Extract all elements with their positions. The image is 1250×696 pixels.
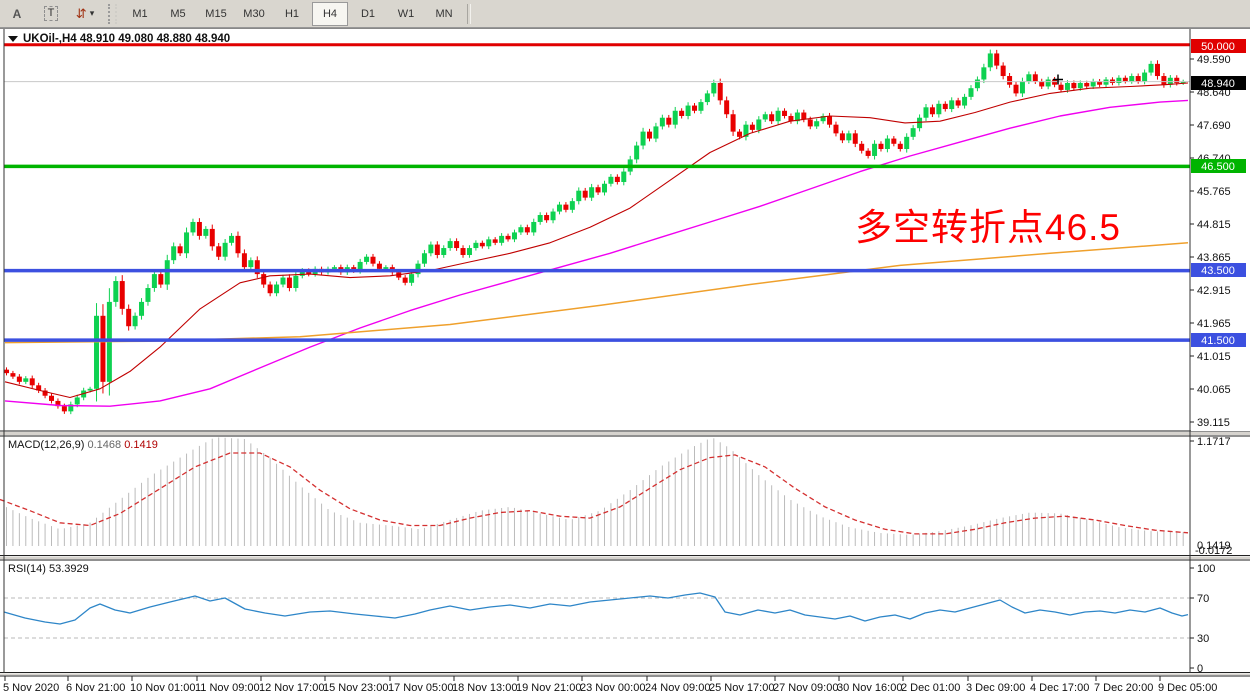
price-tick-label: 49.590 — [1197, 54, 1231, 66]
price-tick-label: 45.765 — [1197, 186, 1231, 198]
price-tick-label: 44.815 — [1197, 219, 1231, 231]
price-tick-label: 43.865 — [1197, 252, 1231, 264]
toolbar-grip-handle[interactable] — [108, 3, 117, 24]
rsi-axis-label: 0 — [1197, 663, 1203, 675]
price-badge-48.940 — [1191, 76, 1246, 90]
toolbar: A T ⇵ ▾ M1 M5 M15 M30 H1 H4 D1 W1 MN — [0, 0, 1250, 28]
time-tick-label: 7 Dec 20:00 — [1094, 682, 1153, 694]
macd-signal-line — [0, 452, 1189, 535]
time-tick-label: 5 Nov 2020 — [3, 682, 59, 694]
price-badge-46.500 — [1191, 159, 1246, 173]
timeframe-button-h4[interactable]: H4 — [312, 1, 348, 26]
time-tick-label: 19 Nov 21:00 — [516, 682, 581, 694]
macd-pane-surface[interactable] — [4, 436, 1190, 556]
time-tick-label: 23 Nov 00:00 — [580, 682, 645, 694]
price-tick-label: 47.690 — [1197, 120, 1231, 132]
rsi-axis-label: 100 — [1197, 563, 1215, 575]
price-badge-41.500 — [1191, 333, 1246, 347]
time-tick-label: 11 Nov 09:00 — [195, 682, 260, 694]
price-tick-label: 40.065 — [1197, 384, 1231, 396]
time-tick-label: 24 Nov 09:00 — [645, 682, 710, 694]
time-tick-label: 2 Dec 01:00 — [901, 682, 960, 694]
rsi-pane-surface[interactable] — [4, 560, 1190, 673]
annotation-text[interactable]: 多空转折点46.5 — [855, 207, 1121, 248]
symbol-ohlc-title: UKOil-,H4 48.910 49.080 48.880 48.940 — [23, 33, 230, 45]
price-tick-label: 41.015 — [1197, 351, 1231, 363]
indicators-dropdown-button[interactable]: ⇵ ▾ — [69, 2, 101, 26]
time-tick-label: 30 Nov 16:00 — [837, 682, 902, 694]
timeframe-button-h1[interactable]: H1 — [284, 7, 300, 20]
crosshair-marker — [1053, 74, 1063, 85]
time-tick-label: 15 Nov 23:00 — [323, 682, 388, 694]
timeframe-button-d1[interactable]: D1 — [360, 7, 376, 20]
ma-fast-line — [4, 82, 1189, 399]
time-tick-label: 3 Dec 09:00 — [966, 682, 1025, 694]
macd-axis-max: 1.1717 — [1197, 436, 1231, 448]
macd-axis-min: -0.0172 — [1195, 545, 1232, 557]
text-tool-icon: T — [43, 6, 59, 21]
time-tick-label: 10 Nov 01:00 — [130, 682, 195, 694]
price-tick-label: 42.915 — [1197, 285, 1231, 297]
rsi-axis-label: 30 — [1197, 633, 1209, 645]
toolbar-separator — [467, 3, 471, 24]
pane-divider[interactable] — [0, 432, 1250, 435]
time-tick-label: 4 Dec 17:00 — [1030, 682, 1089, 694]
time-tick-label: 18 Nov 13:00 — [452, 682, 517, 694]
price-badge-label: 41.500 — [1201, 335, 1235, 347]
time-tick-label: 9 Dec 05:00 — [1158, 682, 1217, 694]
timeframe-button-m30[interactable]: M30 — [243, 7, 265, 20]
price-axis-area[interactable] — [1191, 29, 1250, 431]
arrows-icon: ⇵ — [75, 5, 87, 21]
price-tick-label: 41.965 — [1197, 318, 1231, 330]
symbol-dropdown-icon[interactable] — [8, 36, 18, 42]
time-tick-label: 27 Nov 09:00 — [773, 682, 838, 694]
price-tick-label: 39.115 — [1197, 417, 1230, 429]
price-badge-43.500 — [1191, 263, 1246, 277]
time-axis-area[interactable] — [0, 676, 1250, 696]
timeframe-button-m15[interactable]: M15 — [205, 7, 227, 20]
chevron-down-icon: ▾ — [89, 8, 95, 18]
time-tick-label: 12 Nov 17:00 — [259, 682, 324, 694]
timeframe-button-group: M1 M5 M15 M30 H1 H4 D1 W1 MN — [121, 1, 463, 26]
price-badge-label: 50.000 — [1201, 41, 1235, 53]
time-tick-label: 25 Nov 17:00 — [709, 682, 774, 694]
timeframe-button-m1[interactable]: M1 — [132, 7, 148, 20]
price-badge-label: 48.940 — [1201, 78, 1235, 90]
macd-histogram — [6, 437, 1184, 546]
text-tool-button[interactable]: T — [35, 2, 67, 26]
time-tick-label: 6 Nov 21:00 — [66, 682, 125, 694]
price-badge-50.000 — [1191, 39, 1246, 53]
timeframe-button-mn[interactable]: MN — [435, 7, 453, 20]
rsi-line — [3, 592, 1189, 625]
macd-axis-current: 0.1419 — [1197, 540, 1231, 552]
pane-divider[interactable] — [0, 673, 1250, 676]
price-badge-label: 46.500 — [1201, 161, 1235, 173]
rsi-label: RSI(14) 53.3929 — [8, 563, 89, 575]
timeframe-button-w1[interactable]: W1 — [397, 7, 415, 20]
time-tick-label: 17 Nov 05:00 — [388, 682, 453, 694]
arrow-tool-button[interactable]: A — [12, 6, 22, 21]
timeframe-button-m5[interactable]: M5 — [170, 7, 186, 20]
macd-label: MACD(12,26,9) 0.1468 0.1419 — [8, 439, 158, 451]
price-badge-label: 43.500 — [1201, 265, 1235, 277]
rsi-axis-label: 70 — [1197, 593, 1209, 605]
pane-divider[interactable] — [0, 556, 1250, 560]
ma-mid-line — [4, 99, 1189, 407]
